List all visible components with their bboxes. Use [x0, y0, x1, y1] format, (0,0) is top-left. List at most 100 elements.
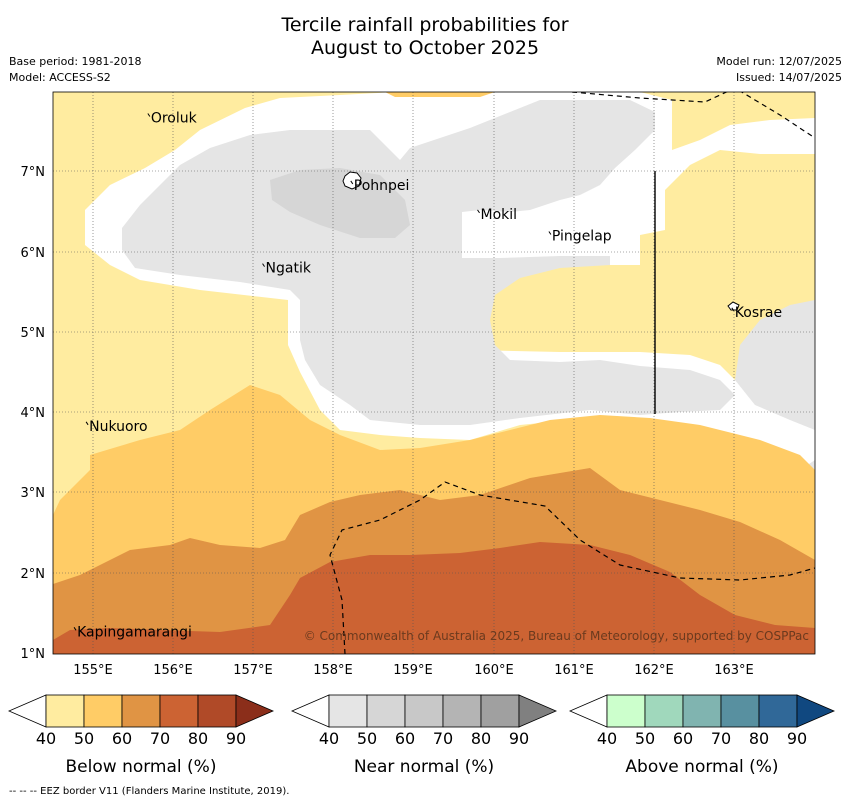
- colorbar-segment: [45, 694, 85, 728]
- below-70-region: [53, 542, 815, 654]
- lat-label: 2°N: [21, 567, 46, 582]
- colorbar-tick-label: 90: [509, 729, 529, 748]
- colorbar-tick-label: 40: [36, 729, 56, 748]
- colorbar-segment: [442, 694, 482, 728]
- lat-label: 1°N: [21, 647, 46, 662]
- run-info: Model run: 12/07/2025 Issued: 14/07/2025: [716, 54, 842, 86]
- colorbar-tick-label: 40: [319, 729, 339, 748]
- colorbar-segment: [404, 694, 444, 728]
- colorbar-label: Near normal (%): [354, 757, 494, 777]
- colorbar-label: Below normal (%): [66, 757, 217, 777]
- place-label: Mokil: [481, 207, 518, 223]
- model-run-text: Model run: 12/07/2025: [716, 55, 842, 68]
- colorbar-segment: [644, 694, 684, 728]
- colorbar-tick-label: 60: [673, 729, 693, 748]
- issued-text: Issued: 14/07/2025: [735, 71, 842, 84]
- colorbar-tick-label: 50: [357, 729, 377, 748]
- colorbar-segment: [328, 694, 368, 728]
- lat-label: 5°N: [21, 326, 46, 341]
- colorbar-tick-label: 80: [471, 729, 491, 748]
- place-marker: [147, 113, 151, 117]
- colorbar-tick-label: 40: [597, 729, 617, 748]
- lat-label: 6°N: [21, 246, 46, 261]
- colorbar-segment: [480, 694, 520, 728]
- colorbar-tick-label: 70: [150, 729, 170, 748]
- colorbar-segment: [159, 694, 199, 728]
- colorbar-tick-label: 80: [188, 729, 208, 748]
- colorbar-under-triangle: [7, 694, 47, 728]
- map-frame: [52, 91, 816, 655]
- lon-label: 162°E: [634, 663, 674, 678]
- colorbar-segment: [121, 694, 161, 728]
- colorbar-segment: [682, 694, 722, 728]
- place-label: Pingelap: [552, 229, 612, 245]
- lat-label: 3°N: [21, 486, 46, 501]
- probability-map: Oroluk Pohnpei Mokil Pingelap Ngatik Kosrae Nu…: [53, 92, 815, 654]
- longitude-axis: 155°E 156°E 157°E 158°E 159°E 160°E 161°…: [73, 663, 754, 678]
- lat-label: 7°N: [21, 165, 46, 180]
- colorbar-over-triangle: [518, 694, 558, 728]
- colorbar-tick-label: 90: [787, 729, 807, 748]
- kosrae-island-icon: [727, 301, 740, 311]
- place-label: Ngatik: [266, 261, 312, 277]
- colorbar-over-triangle: [796, 694, 836, 728]
- colorbar-tick-label: 50: [635, 729, 655, 748]
- lon-label: 155°E: [73, 663, 113, 678]
- map-title: Tercile rainfall probabilities for Augus…: [0, 14, 850, 60]
- place-label: Kosrae: [735, 305, 782, 321]
- lat-label: 4°N: [21, 406, 46, 421]
- colorbar-segment: [606, 694, 646, 728]
- copyright-text: © Commonwealth of Australia 2025, Bureau…: [304, 629, 809, 643]
- place-marker: [85, 421, 89, 426]
- colorbar-tick-label: 60: [112, 729, 132, 748]
- place-marker: [73, 627, 77, 631]
- colorbar-segment: [720, 694, 760, 728]
- title-line-1: Tercile rainfall probabilities for: [281, 14, 569, 36]
- base-period-text: Base period: 1981-2018: [9, 55, 142, 68]
- colorbar-legend: 40 50 60 70 80 90 Near normal (%): [290, 694, 558, 777]
- colorbar-segment: [366, 694, 406, 728]
- colorbar-segment: [758, 694, 798, 728]
- colorbar-label: Above normal (%): [625, 757, 778, 777]
- colorbar-legends: 40 50 60 70 80 90 Below normal (%) 40 50 60 70 80 90…: [7, 694, 836, 777]
- title-line-2: August to October 2025: [310, 37, 540, 59]
- lon-label: 163°E: [714, 663, 754, 678]
- colorbar-segment: [83, 694, 123, 728]
- lon-label: 157°E: [233, 663, 273, 678]
- lon-label: 158°E: [313, 663, 353, 678]
- near-normal-50-region: [270, 168, 410, 238]
- eez-border: [329, 92, 815, 654]
- model-info: Base period: 1981-2018 Model: ACCESS-S2: [9, 54, 141, 86]
- place-label: Oroluk: [151, 111, 198, 127]
- near-normal-40-region-east: [735, 300, 815, 430]
- place-labels: Oroluk Pohnpei Mokil Pingelap Ngatik Kosrae Nu…: [73, 111, 782, 640]
- lon-label: 159°E: [393, 663, 433, 678]
- latitude-axis: 7°N 6°N 5°N 4°N 3°N 2°N 1°N: [21, 165, 46, 662]
- place-label: Pohnpei: [354, 178, 410, 194]
- place-marker: [477, 209, 480, 214]
- place-marker: [731, 307, 735, 312]
- lon-label: 160°E: [474, 663, 514, 678]
- place-marker: [262, 263, 265, 267]
- below-50-region-north: [385, 92, 495, 97]
- colorbar-tick-label: 60: [395, 729, 415, 748]
- pohnpei-island-icon: [342, 171, 362, 190]
- colorbar-tick-label: 90: [226, 729, 246, 748]
- colorbar-legend: 40 50 60 70 80 90 Above normal (%): [568, 694, 836, 777]
- colorbar-under-triangle: [568, 694, 608, 728]
- place-label: Nukuoro: [89, 419, 147, 435]
- colorbar-under-triangle: [290, 694, 330, 728]
- place-label: Kapingamarangi: [77, 624, 192, 640]
- lon-label: 161°E: [554, 663, 594, 678]
- colorbar-legend: 40 50 60 70 80 90 Below normal (%): [7, 694, 275, 777]
- colorbar-over-triangle: [235, 694, 275, 728]
- place-marker: [548, 231, 552, 235]
- model-text: Model: ACCESS-S2: [9, 71, 111, 84]
- eez-source-note: -- -- -- EEZ border V11 (Flanders Marine…: [9, 786, 290, 797]
- colorbar-tick-label: 70: [433, 729, 453, 748]
- colorbar-tick-label: 80: [749, 729, 769, 748]
- colorbar-tick-label: 50: [74, 729, 94, 748]
- lon-label: 156°E: [153, 663, 193, 678]
- colorbar-tick-label: 70: [711, 729, 731, 748]
